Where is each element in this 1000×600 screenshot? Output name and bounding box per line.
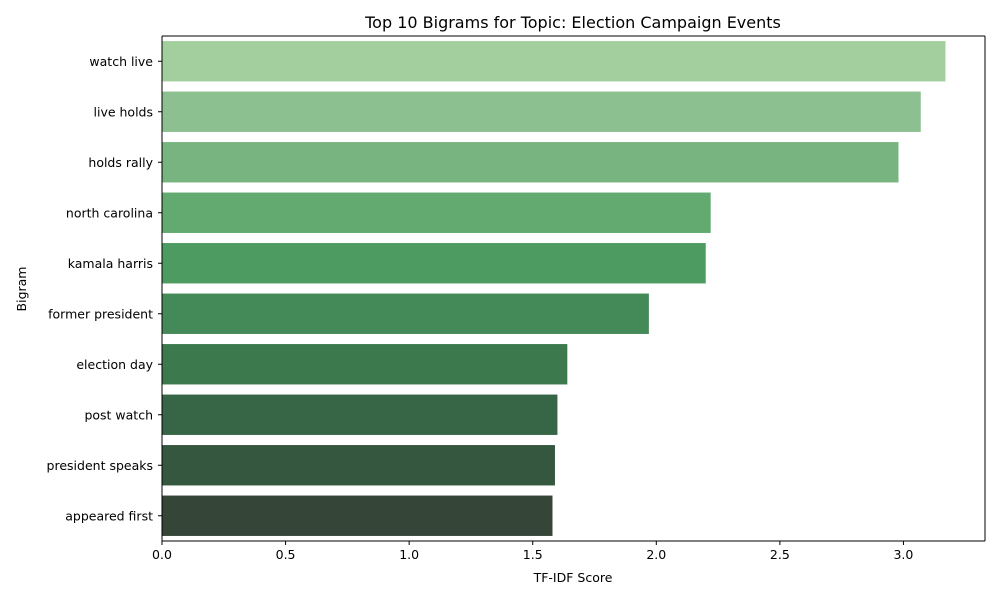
y-tick-label: watch live [89, 54, 153, 69]
bars-group [162, 41, 946, 536]
chart-title: Top 10 Bigrams for Topic: Election Campa… [364, 13, 781, 32]
bar-kamala-harris [162, 243, 706, 284]
x-tick-label: 0.5 [276, 547, 296, 562]
x-tick-label: 2.5 [770, 547, 790, 562]
y-tick-label: post watch [84, 407, 153, 422]
x-ticks: 0.0 0.5 1.0 1.5 2.0 2.5 3.0 [152, 541, 913, 562]
bar-north-carolina [162, 192, 711, 233]
x-tick-label: 1.5 [523, 547, 543, 562]
bar-former-president [162, 293, 649, 334]
y-tick-label: president speaks [47, 458, 153, 473]
y-tick-label: appeared first [65, 508, 153, 523]
x-tick-label: 3.0 [893, 547, 913, 562]
bar-president-speaks [162, 445, 555, 486]
y-tick-labels: watch live live holds holds rally north car… [47, 54, 162, 523]
bar-post-watch [162, 394, 558, 435]
bar-holds-rally [162, 142, 899, 183]
y-tick-label: holds rally [88, 155, 153, 170]
y-tick-label: kamala harris [68, 256, 153, 271]
x-tick-label: 1.0 [399, 547, 419, 562]
bar-election-day [162, 344, 568, 385]
bar-appeared-first [162, 495, 553, 536]
x-axis-label: TF-IDF Score [533, 570, 613, 585]
y-tick-label: election day [76, 357, 153, 372]
y-tick-label: former president [48, 306, 153, 321]
bar-watch-live [162, 41, 946, 82]
bar-live-holds [162, 91, 921, 132]
y-tick-label: live holds [94, 104, 154, 119]
x-tick-label: 2.0 [646, 547, 666, 562]
y-axis-label: Bigram [14, 267, 29, 312]
y-tick-label: north carolina [66, 205, 153, 220]
x-tick-label: 0.0 [152, 547, 172, 562]
